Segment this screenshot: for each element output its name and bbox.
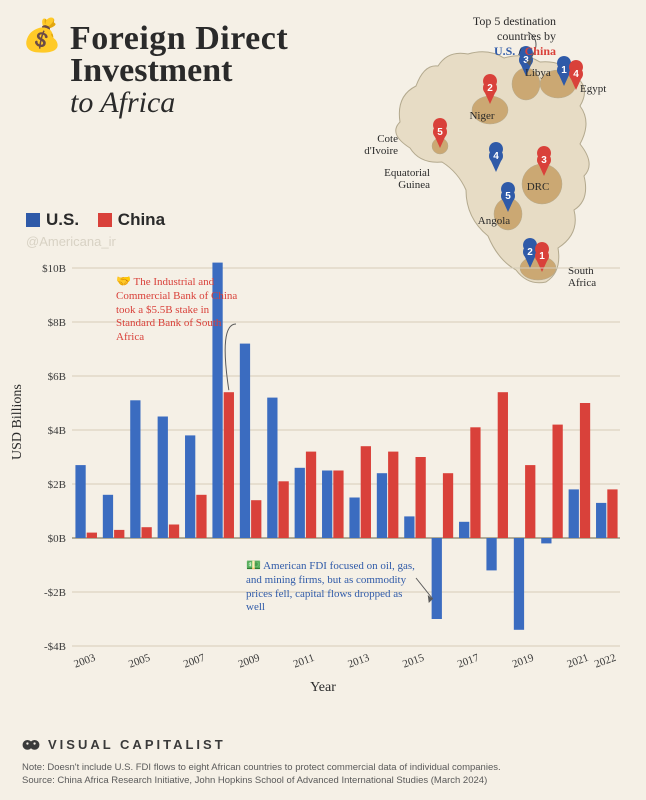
legend-china-label: China bbox=[118, 210, 165, 230]
svg-text:-$4B: -$4B bbox=[44, 641, 66, 653]
bar-cn-2016 bbox=[443, 473, 453, 538]
svg-text:$2B: $2B bbox=[48, 479, 66, 491]
bar-cn-2015 bbox=[416, 457, 426, 538]
bar-cn-2011 bbox=[306, 452, 316, 538]
svg-text:$10B: $10B bbox=[42, 263, 66, 275]
svg-text:2005: 2005 bbox=[127, 652, 152, 671]
money-bag-icon: 💰 bbox=[22, 16, 62, 54]
svg-text:5: 5 bbox=[437, 127, 443, 138]
bar-cn-2012 bbox=[333, 471, 343, 539]
svg-text:2021: 2021 bbox=[565, 652, 590, 671]
bar-cn-2018 bbox=[498, 392, 508, 538]
brand-icon bbox=[22, 736, 40, 752]
y-axis-label: USD Billions bbox=[10, 384, 26, 460]
svg-text:$4B: $4B bbox=[48, 425, 66, 437]
svg-text:Egypt: Egypt bbox=[580, 83, 606, 95]
svg-text:2003: 2003 bbox=[72, 652, 97, 671]
annotation-china-bank: 🤝 The Industrial and Commercial Bank of … bbox=[116, 274, 246, 345]
watermark: @Americana_ir bbox=[26, 234, 116, 249]
bar-cn-2021 bbox=[580, 403, 590, 538]
svg-text:2017: 2017 bbox=[456, 652, 481, 671]
svg-text:$0B: $0B bbox=[48, 533, 66, 545]
bar-cn-2013 bbox=[361, 446, 371, 538]
us-swatch bbox=[26, 213, 40, 227]
bar-us-2017 bbox=[459, 522, 469, 538]
bar-cn-2022 bbox=[607, 489, 617, 538]
svg-text:2022: 2022 bbox=[593, 652, 618, 671]
chart-svg: -$4B -$2B $0B $2B $4B $6B $8B $10B 2003 2005 2007 2… bbox=[16, 260, 630, 700]
svg-text:2007: 2007 bbox=[182, 652, 207, 671]
bar-us-2022 bbox=[596, 503, 606, 538]
svg-text:$6B: $6B bbox=[48, 371, 66, 383]
bar-cn-2017 bbox=[470, 427, 480, 538]
bar-cn-2003 bbox=[87, 533, 97, 538]
bar-us-2013 bbox=[349, 498, 359, 539]
svg-text:5: 5 bbox=[505, 191, 511, 202]
bar-cn-2020 bbox=[553, 425, 563, 538]
bar-us-2012 bbox=[322, 471, 332, 539]
bar-us-2021 bbox=[569, 489, 579, 538]
svg-text:1: 1 bbox=[561, 65, 567, 76]
svg-text:2011: 2011 bbox=[292, 652, 316, 671]
svg-text:4: 4 bbox=[493, 151, 499, 162]
svg-text:-$2B: -$2B bbox=[44, 587, 66, 599]
china-swatch bbox=[98, 213, 112, 227]
bar-us-2020 bbox=[541, 538, 551, 543]
x-axis-label: Year bbox=[310, 680, 336, 696]
bar-cn-2004 bbox=[114, 530, 124, 538]
bar-us-2016 bbox=[432, 538, 442, 619]
svg-text:Niger: Niger bbox=[469, 110, 494, 122]
annotation-us-commodity: 💵 American FDI focused on oil, gas, and … bbox=[246, 558, 416, 615]
bar-cn-2005 bbox=[142, 527, 152, 538]
bar-us-2010 bbox=[267, 398, 277, 538]
svg-text:$8B: $8B bbox=[48, 317, 66, 329]
bar-cn-2010 bbox=[279, 481, 289, 538]
svg-text:Angola: Angola bbox=[478, 215, 511, 227]
footnote: Note: Doesn't include U.S. FDI flows to … bbox=[22, 762, 624, 788]
top5-label: Top 5 destination countries by U.S. / Ch… bbox=[473, 14, 556, 59]
bar-us-2019 bbox=[514, 538, 524, 630]
brand: VISUAL CAPITALIST bbox=[22, 736, 624, 752]
bar-cn-2007 bbox=[196, 495, 206, 538]
brand-text: VISUAL CAPITALIST bbox=[48, 737, 226, 752]
bar-cn-2006 bbox=[169, 525, 179, 539]
svg-text:4: 4 bbox=[573, 69, 579, 80]
svg-text:Libya: Libya bbox=[525, 67, 551, 79]
svg-text:EquatorialGuinea: EquatorialGuinea bbox=[384, 167, 430, 191]
svg-text:2009: 2009 bbox=[237, 652, 262, 671]
svg-text:2: 2 bbox=[527, 247, 533, 258]
bar-us-2007 bbox=[185, 435, 195, 538]
bar-us-2004 bbox=[103, 495, 113, 538]
bar-chart: -$4B -$2B $0B $2B $4B $6B $8B $10B 2003 2005 2007 2… bbox=[16, 260, 630, 700]
svg-text:2015: 2015 bbox=[401, 652, 426, 671]
svg-text:Coted'Ivoire: Coted'Ivoire bbox=[364, 133, 398, 157]
legend-us-label: U.S. bbox=[46, 210, 79, 230]
svg-text:2013: 2013 bbox=[346, 652, 371, 671]
svg-text:DRC: DRC bbox=[527, 181, 550, 193]
bar-cn-2009 bbox=[251, 500, 261, 538]
bar-cn-2008 bbox=[224, 392, 234, 538]
bar-us-2014 bbox=[377, 473, 387, 538]
bar-cn-2014 bbox=[388, 452, 398, 538]
footer: VISUAL CAPITALIST Note: Doesn't include … bbox=[22, 736, 624, 788]
svg-text:2: 2 bbox=[487, 83, 493, 94]
bar-us-2005 bbox=[130, 400, 140, 538]
bar-us-2003 bbox=[75, 465, 85, 538]
svg-text:3: 3 bbox=[541, 155, 547, 166]
bar-us-2006 bbox=[158, 417, 168, 539]
bar-us-2018 bbox=[486, 538, 496, 570]
legend: U.S. China bbox=[26, 210, 179, 232]
bar-cn-2019 bbox=[525, 465, 535, 538]
bar-us-2015 bbox=[404, 516, 414, 538]
bar-us-2009 bbox=[240, 344, 250, 538]
svg-text:2019: 2019 bbox=[511, 652, 536, 671]
bar-us-2011 bbox=[295, 468, 305, 538]
